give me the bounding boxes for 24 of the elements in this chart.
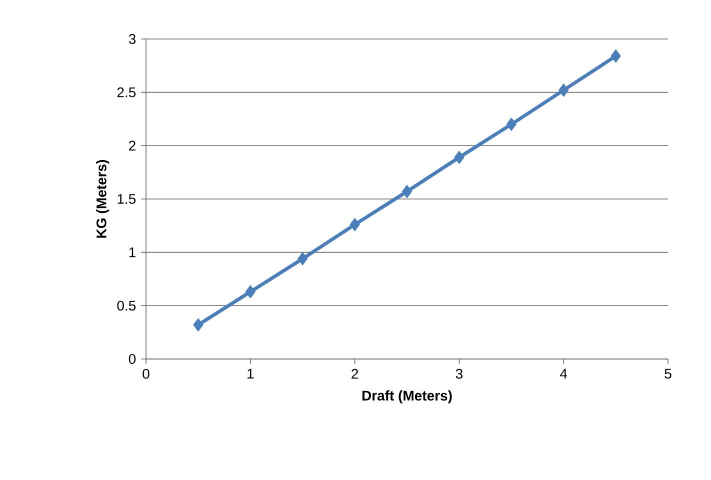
- x-axis-title: Draft (Meters): [362, 390, 452, 404]
- point: [558, 83, 569, 97]
- y-tick-label: 0.5: [117, 300, 136, 311]
- point: [193, 318, 204, 332]
- point: [454, 150, 464, 164]
- x-tick-label: 1: [248, 368, 254, 378]
- x-tick-label: 0: [142, 368, 150, 379]
- point: [245, 285, 256, 299]
- y-tick-label: 1.5: [118, 194, 136, 204]
- point: [350, 218, 360, 232]
- y-tick-label: 1: [129, 248, 136, 258]
- x-tick-label: 5: [664, 368, 672, 379]
- point: [610, 49, 621, 63]
- x-tick-label: 2: [352, 368, 358, 379]
- x-tick-label: 4: [560, 368, 568, 378]
- y-tick-label: 2.5: [117, 87, 136, 98]
- y-tick-label: 2: [129, 140, 136, 151]
- point: [506, 118, 517, 132]
- y-tick-label: 3: [128, 34, 136, 44]
- point: [297, 252, 308, 266]
- y-axis-title: KG (Meters): [96, 160, 110, 238]
- x-tick-label: 3: [456, 368, 462, 379]
- point: [402, 184, 412, 198]
- y-tick-label: 0: [128, 354, 136, 364]
